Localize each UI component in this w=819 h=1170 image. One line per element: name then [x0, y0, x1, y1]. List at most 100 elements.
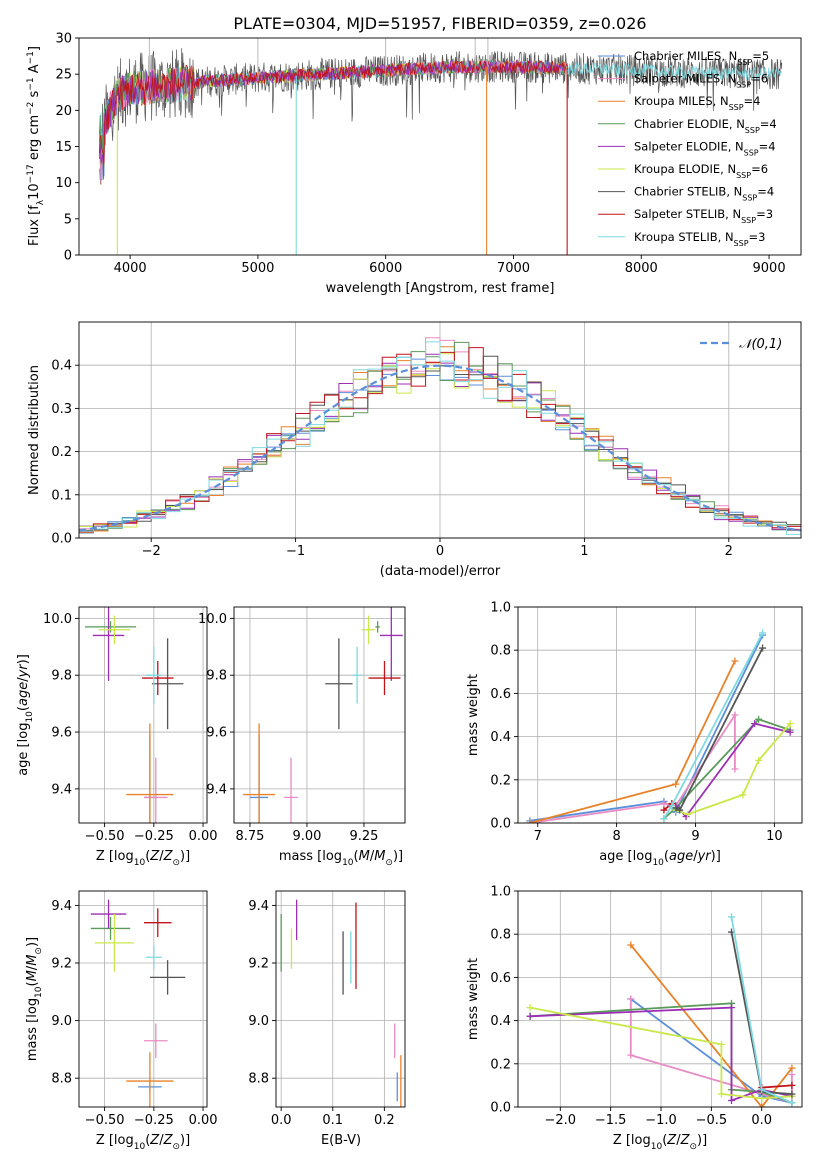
legend-n: N — [732, 207, 741, 221]
y-axis-label: Normed distribution — [27, 365, 42, 495]
y-tick-label: 25 — [55, 68, 72, 83]
data-point-marker — [728, 1097, 736, 1105]
legend-name: Chabrier ELODIE, — [634, 117, 736, 131]
data-point-marker — [526, 819, 534, 823]
label-part: ( — [16, 706, 31, 711]
x-tick-label: 0.00 — [189, 1113, 218, 1128]
label-part: Z — [666, 1133, 677, 1148]
y-tick-label: 5 — [64, 212, 72, 227]
x-tick-label: −0.5 — [696, 1113, 728, 1128]
x-tick-label: 1 — [580, 544, 588, 559]
label-part: / — [693, 849, 698, 864]
y-tick-label: 0.2 — [51, 445, 72, 460]
spectrum-frame: 4000 5000 6000 7000 8000 9000 0 5 10 15 20 25 30 wave… — [26, 32, 802, 296]
x-tick-label: 7000 — [497, 261, 530, 276]
data-point-marker — [751, 720, 759, 728]
legend-value: =6 — [751, 72, 768, 86]
label-part: / — [159, 849, 164, 864]
data-point-marker — [627, 941, 635, 949]
data-point-marker — [717, 1040, 725, 1048]
axes-frame — [275, 890, 406, 1108]
data-point-marker — [786, 728, 794, 736]
x-tick-label: 5000 — [241, 261, 274, 276]
figure-title: PLATE=0304, MJD=51957, FIBERID=0359, z=0… — [233, 14, 646, 33]
x-tick-label: 0.1 — [322, 1113, 343, 1128]
label-part: M — [374, 849, 385, 864]
data-point-marker — [759, 644, 767, 652]
label-part: −17 — [26, 164, 36, 183]
massweight_vs_age-plot — [526, 629, 794, 823]
label-part: 10 — [134, 858, 146, 868]
x-tick-label: −0.25 — [134, 1113, 174, 1128]
data-point-marker — [788, 1081, 796, 1089]
y-tick-label: 8.8 — [248, 1072, 269, 1087]
legend-sub: SSP — [744, 148, 759, 157]
label-part: ⊙ — [689, 1142, 697, 1152]
label-part: −2 — [26, 102, 36, 115]
age_vs_Z-axes — [79, 607, 207, 823]
x-tick-label: −1 — [286, 544, 305, 559]
y-tick-label: 9.2 — [51, 957, 72, 972]
label-part: Z — [163, 1133, 174, 1148]
label-part: age — [669, 849, 693, 864]
data-point-marker — [731, 657, 739, 665]
y-tick-label: 0.6 — [490, 971, 511, 986]
x-axis-label: Z [log10(Z/Z⊙)] — [96, 849, 190, 868]
series-line — [663, 802, 673, 811]
series-line — [663, 718, 791, 820]
massweight_vs_Z-plot — [526, 913, 796, 1107]
axes-frame — [233, 606, 406, 824]
age_vs_mass-axes — [234, 607, 405, 823]
x-tick-label: 9.00 — [292, 829, 321, 844]
legend-n: N — [734, 185, 743, 199]
y-tick-label: 1.0 — [490, 885, 511, 900]
label-part: λ — [36, 199, 46, 205]
data-point-marker — [668, 802, 676, 810]
mass_vs_Z-axes — [79, 891, 207, 1107]
spectrum-plot — [99, 38, 783, 255]
y-tick-label: 9.6 — [206, 726, 227, 741]
label-part: mass [log — [279, 849, 342, 864]
legend-value: =3 — [749, 230, 766, 244]
legend-n: N — [727, 162, 736, 176]
residual-histogram — [79, 341, 801, 538]
x-tick-label: 2 — [725, 544, 733, 559]
y-tick-label: 0.8 — [490, 928, 511, 943]
legend-value: =5 — [752, 49, 769, 63]
x-tick-label: 9.25 — [349, 829, 378, 844]
massweight_vs_Z-frame: −2.0 −1.5 −1.0 −0.5 0.0 0.0 0.2 0.4 0.6 0.8 1.0 Z [… — [466, 885, 803, 1152]
x-axis-label: Z [log10(Z/Z⊙)] — [613, 1133, 707, 1152]
data-point-marker — [731, 765, 739, 773]
label-part: )] — [25, 937, 40, 947]
y-tick-label: 0.0 — [51, 532, 72, 547]
label-part: 10 — [34, 986, 44, 998]
x-tick-label: 9000 — [753, 261, 786, 276]
x-tick-label: −0.50 — [85, 829, 125, 844]
y-tick-label: 9.2 — [248, 957, 269, 972]
spectrum-line — [99, 59, 569, 164]
label-part: age [log — [599, 849, 652, 864]
y-tick-label: 0.2 — [490, 1057, 511, 1072]
label-part: / — [16, 677, 31, 682]
legend-entry: Kroupa ELODIE, NSSP=6 — [634, 162, 768, 180]
y-tick-label: 0.8 — [490, 644, 511, 659]
label-part: 10 — [27, 183, 42, 200]
label-part: )] — [697, 1133, 707, 1148]
y-tick-label: 0.6 — [490, 687, 511, 702]
y-tick-label: 9.6 — [51, 726, 72, 741]
label-part: yr — [16, 663, 31, 679]
x-axis-label: E(B-V) — [321, 1133, 361, 1148]
y-axis-label: mass [log10(M/M⊙)] — [25, 937, 44, 1061]
legend-value: =4 — [760, 117, 777, 131]
mass_vs_ebv-frame: 0.0 0.1 0.2 8.8 9.0 9.2 9.4 E(B-V) — [248, 890, 406, 1148]
legend-sub: SSP — [737, 58, 752, 67]
label-part: M — [25, 955, 40, 966]
y-tick-label: 10 — [55, 176, 72, 191]
label-part: mass [log — [25, 998, 40, 1061]
x-tick-label: −2 — [142, 544, 161, 559]
y-tick-label: 9.0 — [248, 1014, 269, 1029]
label-part: −1 — [26, 77, 36, 90]
series-line — [529, 660, 736, 823]
data-point-marker — [526, 1012, 534, 1020]
label-part: Z — [149, 1133, 160, 1148]
